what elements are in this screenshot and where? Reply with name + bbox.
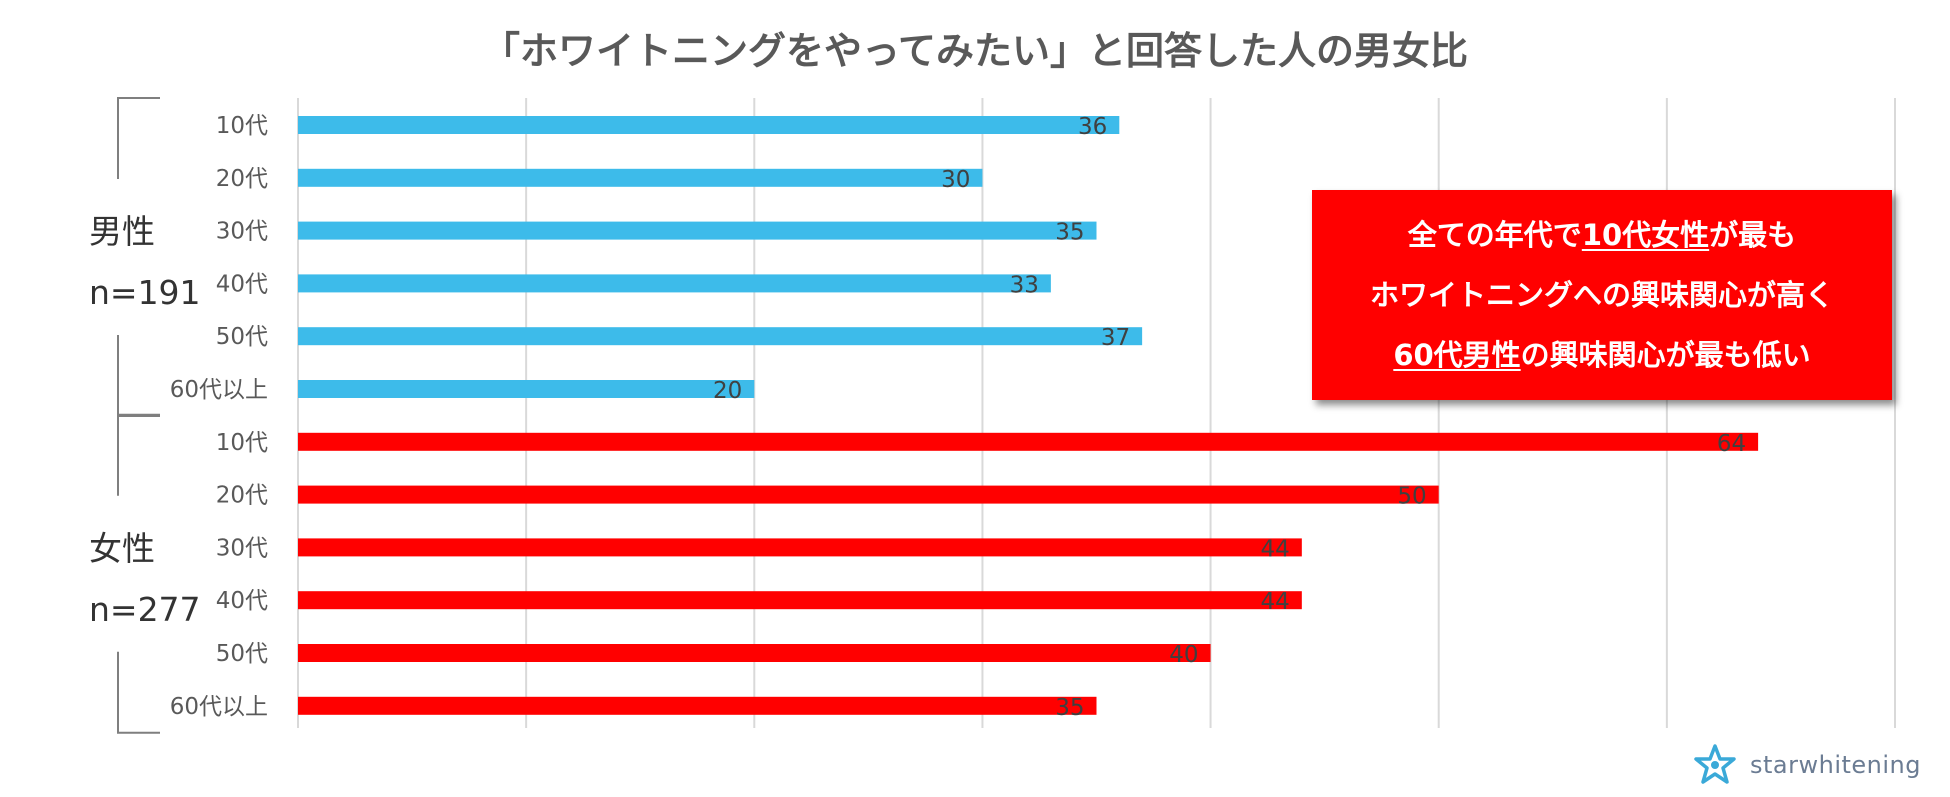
value-label: 37	[1101, 325, 1130, 351]
bar	[298, 538, 1302, 557]
value-label: 36	[1078, 114, 1107, 140]
chart-title: 「ホワイトニングをやってみたい」と回答した人の男女比	[482, 29, 1468, 73]
logo-text: starwhitening	[1750, 751, 1921, 779]
callout-line3-suffix: の興味関心が最も低い	[1520, 338, 1811, 372]
bar	[298, 432, 1759, 451]
bar	[298, 485, 1439, 504]
callout-line1-highlight: 10代女性	[1581, 218, 1710, 252]
callout-line1-suffix: が最も	[1709, 218, 1797, 252]
group-n-label: n=277	[89, 590, 201, 629]
bars	[298, 116, 1759, 715]
callout-line1-prefix: 全ての年代で	[1407, 218, 1582, 252]
callout-line-3: 60代男性の興味関心が最も低い	[1312, 325, 1892, 385]
category-label: 50代	[216, 641, 268, 667]
group-bracket-bottom	[117, 335, 160, 417]
category-label: 10代	[216, 113, 268, 139]
value-label: 50	[1397, 484, 1426, 510]
group-label: 女性	[89, 529, 155, 568]
bar	[298, 327, 1143, 346]
category-label: 10代	[216, 430, 268, 456]
value-label: 40	[1169, 642, 1198, 668]
value-label: 44	[1261, 536, 1290, 562]
category-label: 30代	[216, 219, 268, 245]
bar	[298, 221, 1097, 240]
labels: 10代 36 20代 30 30代 35 40代 33 50代 37 60代以上 20 男性 n=191 1…	[89, 113, 1746, 721]
value-label: 33	[1010, 272, 1039, 298]
bar	[298, 116, 1120, 134]
group-label: 男性	[89, 212, 155, 251]
bar	[298, 644, 1211, 662]
category-label: 20代	[216, 483, 268, 509]
value-label: 64	[1717, 431, 1746, 457]
bar	[298, 591, 1302, 610]
category-label: 40代	[216, 588, 268, 614]
grid-lines	[297, 98, 1896, 728]
category-label: 20代	[216, 166, 268, 192]
category-label: 60代以上	[170, 694, 268, 720]
category-label: 40代	[216, 271, 268, 297]
star-logo-icon	[1694, 744, 1736, 784]
value-label: 30	[941, 167, 970, 193]
category-label: 30代	[216, 535, 268, 561]
value-label: 20	[713, 378, 742, 404]
category-label: 60代以上	[170, 377, 268, 403]
bar	[298, 168, 983, 187]
callout-line3-highlight: 60代男性	[1393, 338, 1521, 372]
value-label: 35	[1055, 695, 1084, 721]
brand-logo: starwhitening	[1692, 742, 1921, 788]
callout-line-1: 全ての年代で10代女性が最も	[1312, 205, 1892, 265]
group-brackets	[117, 97, 160, 734]
group-bracket-top	[117, 97, 160, 179]
bar	[298, 696, 1097, 715]
bar	[298, 274, 1051, 293]
group-n-label: n=191	[89, 273, 201, 312]
annotation-callout: 全ての年代で10代女性が最も ホワイトニングへの興味関心が高く 60代男性の興味…	[1312, 190, 1892, 400]
callout-line-2: ホワイトニングへの興味関心が高く	[1369, 278, 1834, 312]
value-label: 35	[1055, 220, 1084, 246]
category-label: 50代	[216, 324, 268, 350]
value-label: 44	[1261, 589, 1290, 615]
group-bracket-top	[117, 413, 160, 496]
bar	[298, 380, 755, 398]
group-bracket-bottom	[117, 651, 160, 734]
